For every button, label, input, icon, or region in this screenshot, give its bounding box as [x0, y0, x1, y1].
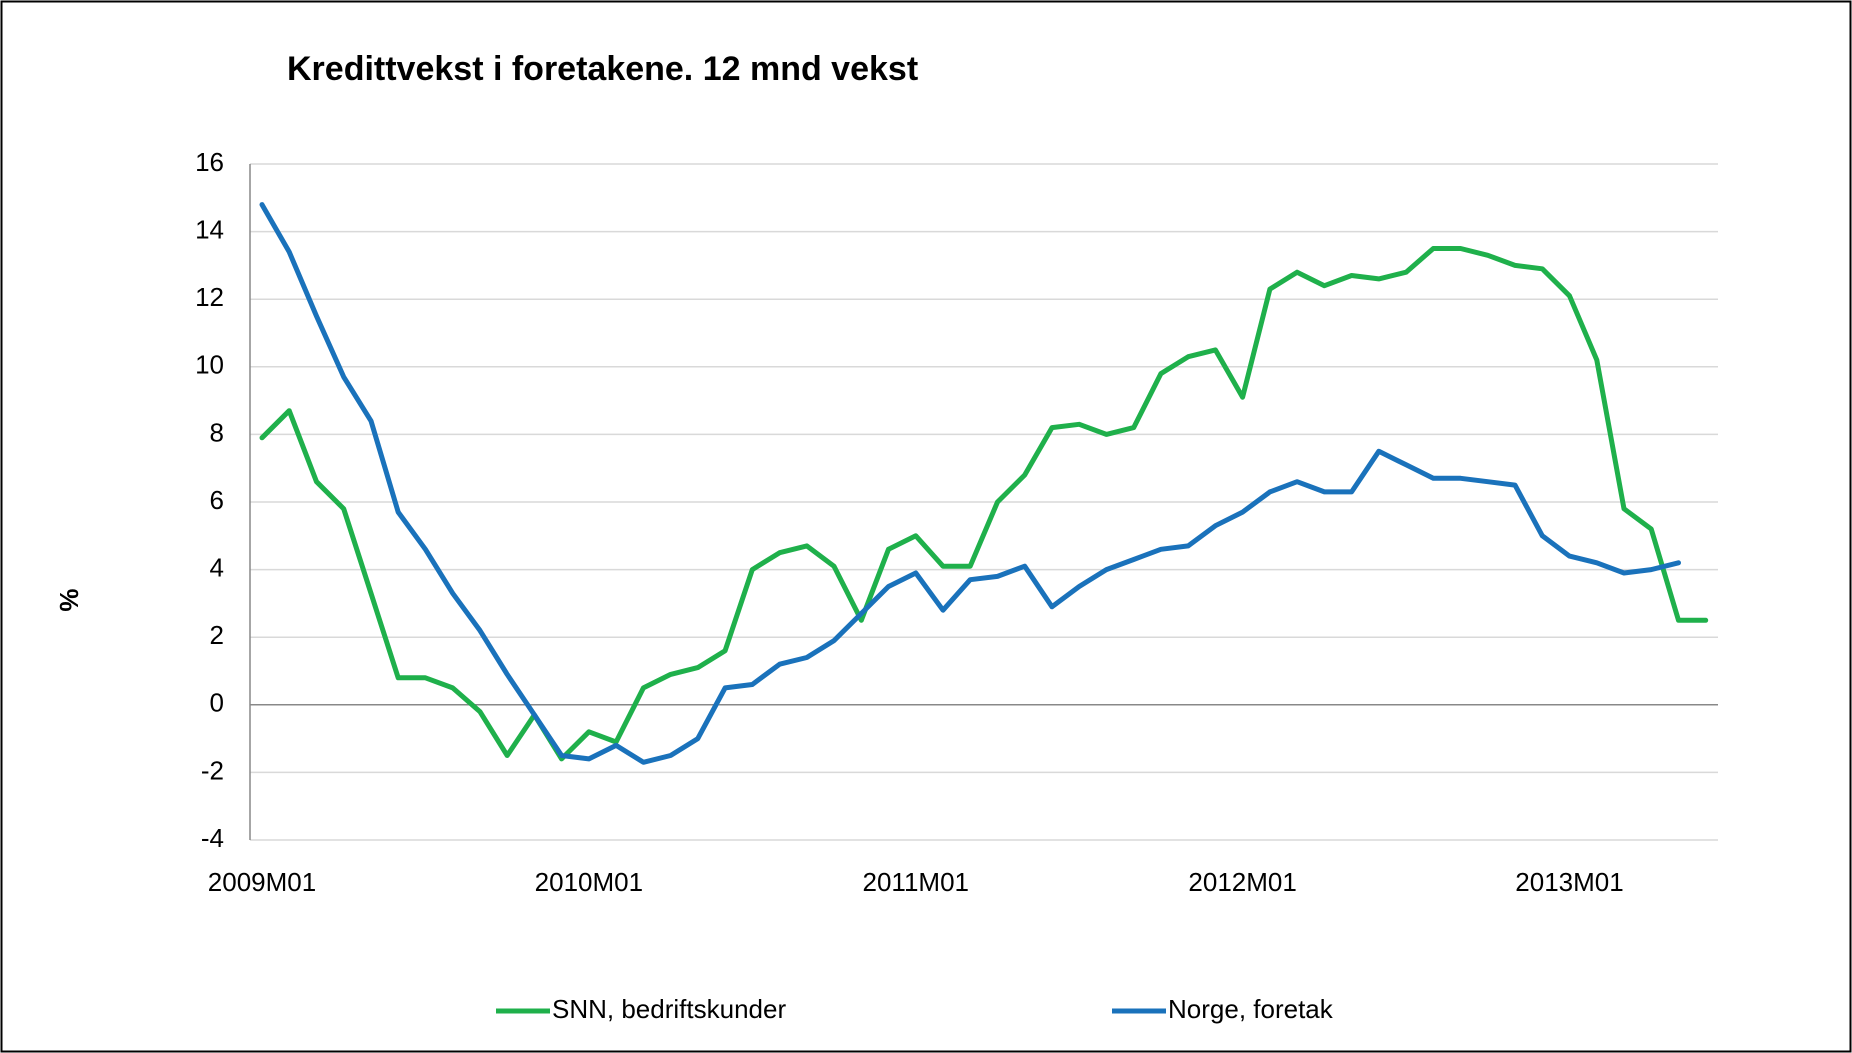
x-tick-label: 2009M01 [208, 867, 316, 897]
y-tick-label: 6 [210, 485, 224, 515]
y-tick-label: 8 [210, 417, 224, 447]
x-tick-label: 2013M01 [1515, 867, 1623, 897]
x-tick-label: 2011M01 [863, 867, 970, 897]
y-tick-label: -2 [201, 755, 224, 785]
legend-label: Norge, foretak [1168, 994, 1334, 1024]
line-series [259, 202, 1681, 765]
y-tick-label: 2 [210, 620, 224, 650]
line-series [259, 246, 1709, 762]
x-tick-label: 2010M01 [535, 867, 643, 897]
x-tick-label: 2012M01 [1188, 867, 1296, 897]
y-tick-label: 12 [195, 282, 224, 312]
chart-title: Kredittvekst i foretakene. 12 mnd vekst [287, 50, 918, 88]
y-tick-label: 10 [195, 350, 224, 380]
legend-label: SNN, bedriftskunder [552, 994, 786, 1024]
y-tick-label: 14 [195, 214, 224, 244]
y-tick-label: -4 [201, 823, 224, 853]
y-tick-label: 16 [195, 147, 224, 177]
y-tick-label: 0 [210, 688, 224, 718]
y-axis-label: % [54, 588, 84, 611]
y-tick-label: 4 [210, 552, 224, 582]
